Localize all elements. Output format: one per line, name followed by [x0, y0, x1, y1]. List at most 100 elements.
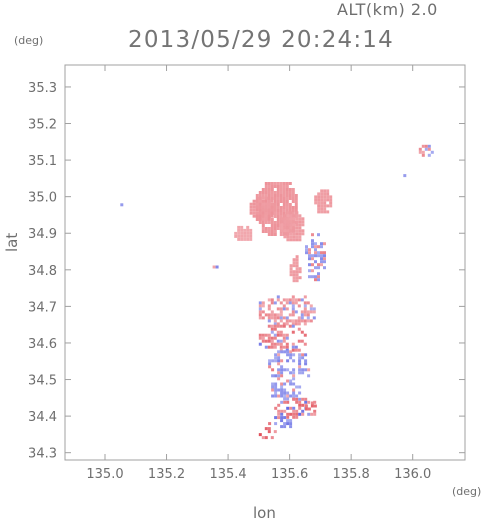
echo-cell [264, 333, 268, 337]
echo-region [403, 174, 407, 178]
echo-cell [300, 339, 304, 343]
echo-cell [326, 189, 330, 193]
echo-cell [286, 211, 290, 215]
echo-cell [303, 333, 307, 337]
echo-cell [311, 263, 314, 267]
echo-cell [308, 275, 311, 279]
echo-cell [291, 319, 295, 323]
echo-cell [279, 316, 283, 320]
echo-cell [270, 185, 274, 188]
echo-cell [277, 388, 281, 392]
echo-cell [289, 353, 293, 357]
echo-cell [301, 353, 305, 357]
echo-cell [277, 394, 281, 398]
echo-cell [283, 400, 287, 404]
echo-cell [255, 214, 259, 218]
echo-cell [282, 200, 286, 203]
echo-cell [286, 232, 290, 236]
y-tick-label: 34.8 [28, 264, 57, 279]
echo-cell [314, 266, 317, 270]
echo-cell [295, 279, 299, 283]
echo-cell [286, 412, 290, 416]
echo-cell [264, 188, 268, 191]
echo-cell [317, 207, 321, 211]
echo-cell [267, 345, 271, 349]
echo-cell [424, 147, 428, 151]
echo-region [120, 203, 124, 207]
echo-cell [261, 333, 265, 337]
echo-cell [294, 322, 298, 326]
echo-cell [285, 336, 289, 340]
echo-cell [282, 197, 286, 200]
echo-cell [279, 200, 283, 203]
echo-cell [288, 197, 292, 200]
echo-cell [264, 202, 268, 206]
echo-cell [279, 215, 283, 218]
echo-cell [246, 228, 250, 232]
echo-cell [267, 336, 271, 340]
echo-cell [273, 182, 277, 185]
echo-cell [282, 209, 286, 212]
echo-cell [291, 301, 295, 305]
echo-cell [279, 345, 283, 349]
echo-cell [320, 260, 323, 264]
echo-cell [243, 237, 247, 241]
echo-cell [267, 233, 271, 236]
echo-cell [212, 265, 216, 269]
echo-cell [267, 307, 271, 311]
echo-cell [313, 400, 317, 404]
echo-cell [298, 400, 302, 404]
y-tick-label: 34.6 [28, 337, 57, 352]
echo-cell [306, 310, 310, 314]
echo-cell [252, 211, 256, 215]
echo-cell [298, 412, 302, 416]
echo-cell [292, 412, 296, 416]
echo-cell [237, 228, 241, 232]
echo-cell [277, 377, 281, 381]
echo-cell [323, 266, 326, 270]
echo-cell [311, 254, 314, 258]
echo-cell [267, 221, 271, 224]
echo-cell [270, 197, 274, 200]
echo-cell [317, 272, 320, 276]
echo-cell [298, 362, 302, 366]
x-tick-label: 135.0 [86, 467, 123, 482]
echo-cell [303, 342, 307, 346]
echo-cell [295, 385, 299, 389]
echo-cell [291, 194, 295, 197]
echo-cell [274, 394, 278, 398]
echo-cell [243, 228, 247, 232]
echo-cell [277, 353, 281, 357]
echo-cell [320, 254, 323, 258]
echo-cell [304, 368, 308, 372]
echo-cell [307, 368, 311, 372]
echo-cell [264, 182, 268, 185]
echo-region [249, 196, 277, 221]
echo-cell [301, 409, 305, 413]
echo-cell [323, 260, 326, 264]
echo-cell [306, 313, 310, 317]
echo-cell [312, 310, 316, 314]
echo-cell [301, 412, 305, 416]
echo-cell [258, 196, 262, 200]
echo-cell [421, 144, 425, 148]
echo-cell [294, 203, 298, 206]
echo-cell [292, 353, 296, 357]
echo-cell [283, 425, 287, 429]
echo-cell [279, 301, 283, 305]
echo-cell [258, 191, 262, 194]
echo-cell [314, 245, 317, 249]
echo-cell [270, 310, 274, 314]
echo-cell [292, 394, 296, 398]
echo-cell [312, 316, 316, 320]
echo-cell [298, 226, 302, 230]
echo-cell [326, 198, 330, 202]
echo-cell [314, 278, 317, 282]
echo-cell [249, 211, 253, 215]
echo-cell [279, 188, 283, 191]
echo-cell [301, 403, 305, 407]
echo-cell [237, 234, 241, 238]
echo-cell [270, 182, 274, 185]
echo-cell [292, 270, 296, 274]
echo-cell [279, 233, 283, 236]
